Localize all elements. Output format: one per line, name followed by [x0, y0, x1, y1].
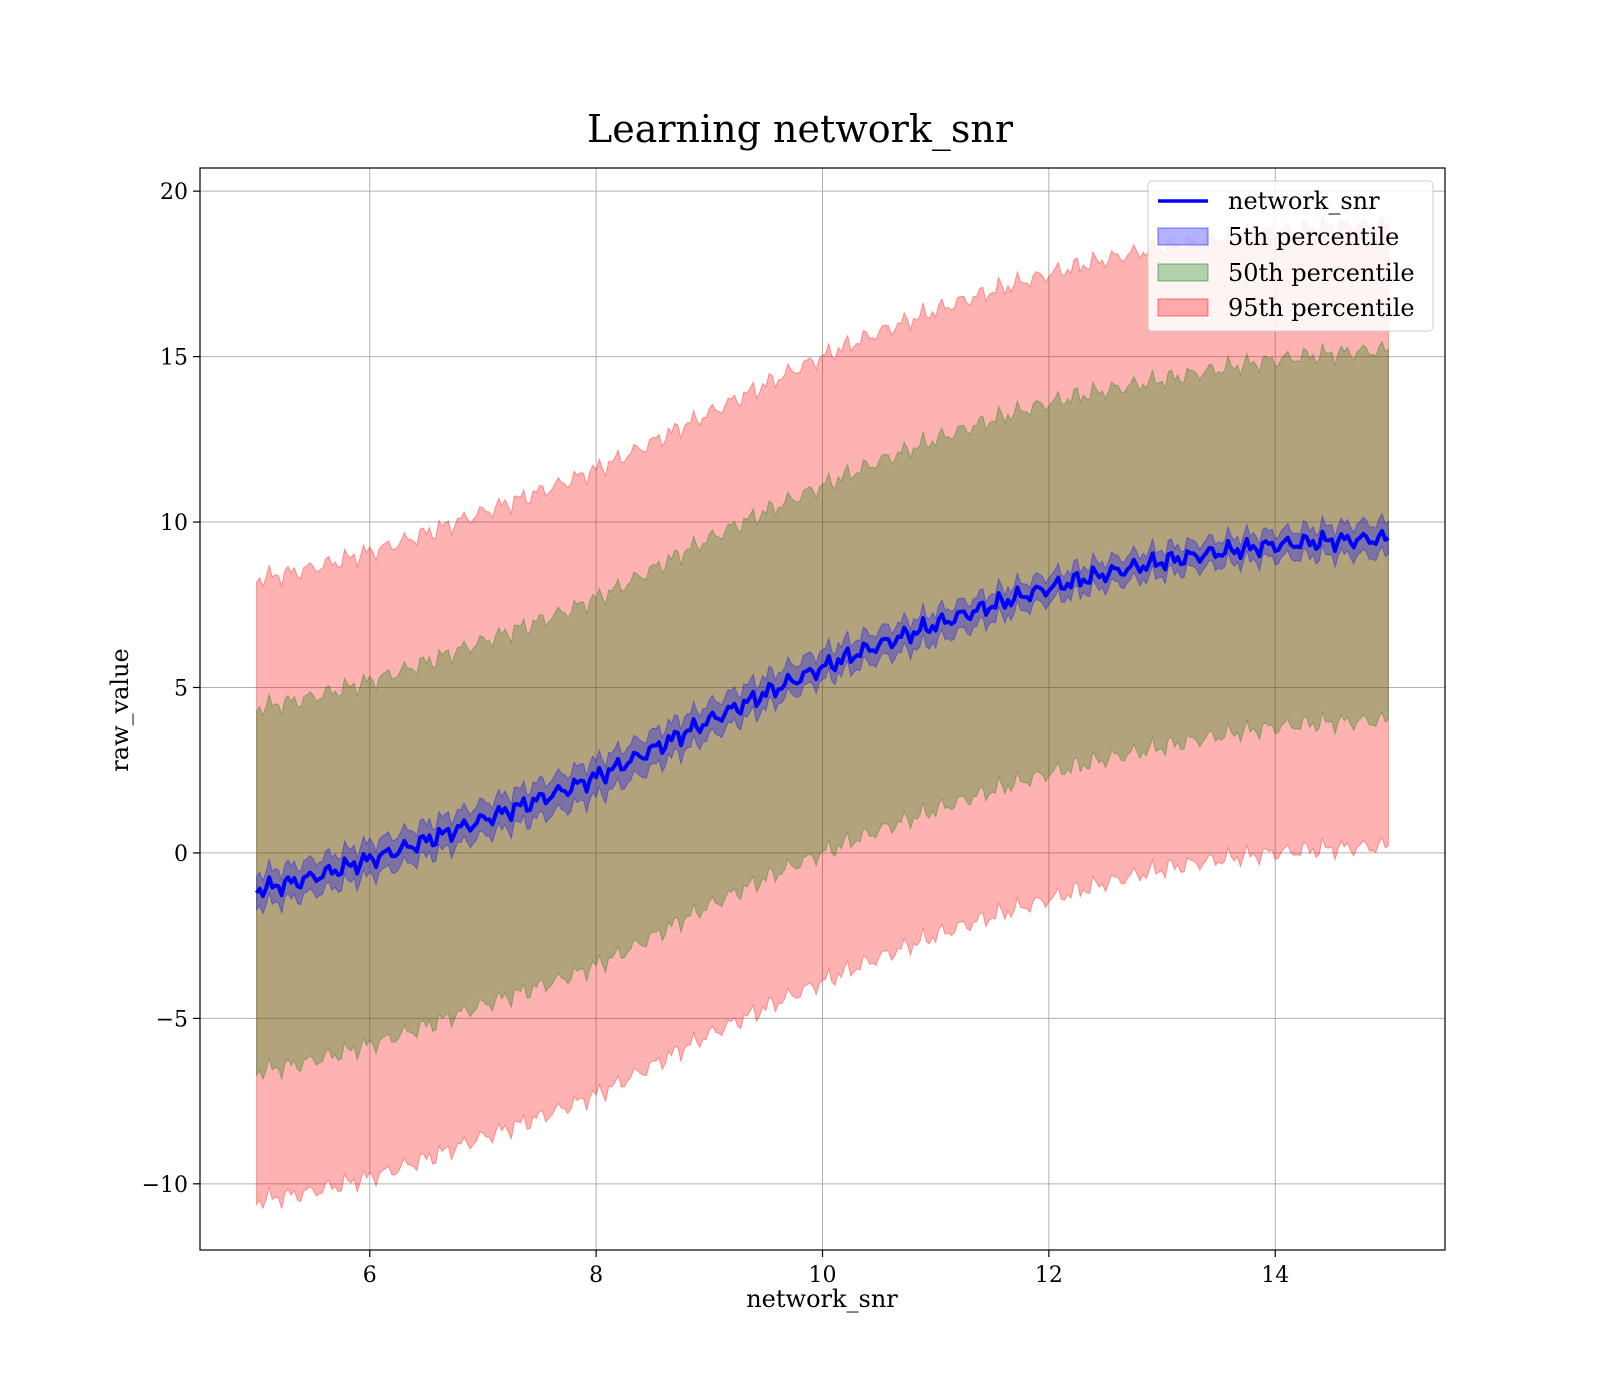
x-tick-label: 8	[589, 1263, 603, 1288]
x-axis-label: network_snr	[746, 1285, 898, 1313]
series-line-network-snr	[255, 529, 1390, 899]
y-axis-ticks: −10 −5 0 5 10 15 20	[142, 180, 200, 1198]
legend: network_snr 5th percentile 50th percenti…	[1147, 180, 1434, 332]
legend-label-95th: 95th percentile	[1228, 294, 1415, 322]
percentile-bands	[256, 214, 1389, 1210]
y-tick-label: 5	[174, 676, 188, 701]
legend-label-5th: 5th percentile	[1228, 223, 1399, 251]
chart-title: Learning network_snr	[587, 107, 1014, 152]
legend-swatch-95th	[1157, 298, 1209, 317]
legend-label-line: network_snr	[1228, 187, 1380, 215]
y-tick-label: 10	[160, 511, 188, 536]
y-tick-label: −10	[142, 1173, 188, 1198]
y-tick-label: −5	[156, 1007, 188, 1032]
x-tick-label: 12	[1035, 1263, 1063, 1288]
legend-swatch-50th	[1157, 263, 1209, 282]
legend-box	[1147, 180, 1434, 332]
band-50th-percentile	[256, 340, 1389, 1081]
band-95th-percentile	[256, 214, 1389, 1210]
grid	[200, 168, 1445, 1250]
y-axis-label: raw_value	[106, 648, 134, 772]
legend-label-50th: 50th percentile	[1228, 259, 1415, 287]
y-tick-label: 0	[174, 842, 188, 867]
x-tick-label: 14	[1261, 1263, 1289, 1288]
series-lines	[255, 529, 1390, 899]
band-5th-percentile	[256, 512, 1389, 916]
x-tick-label: 10	[809, 1263, 837, 1288]
y-tick-label: 20	[160, 180, 188, 205]
x-tick-label: 6	[363, 1263, 377, 1288]
x-axis-ticks: 6 8 10 12 14	[363, 1250, 1289, 1288]
y-tick-label: 15	[160, 346, 188, 371]
legend-swatch-5th	[1157, 227, 1209, 246]
